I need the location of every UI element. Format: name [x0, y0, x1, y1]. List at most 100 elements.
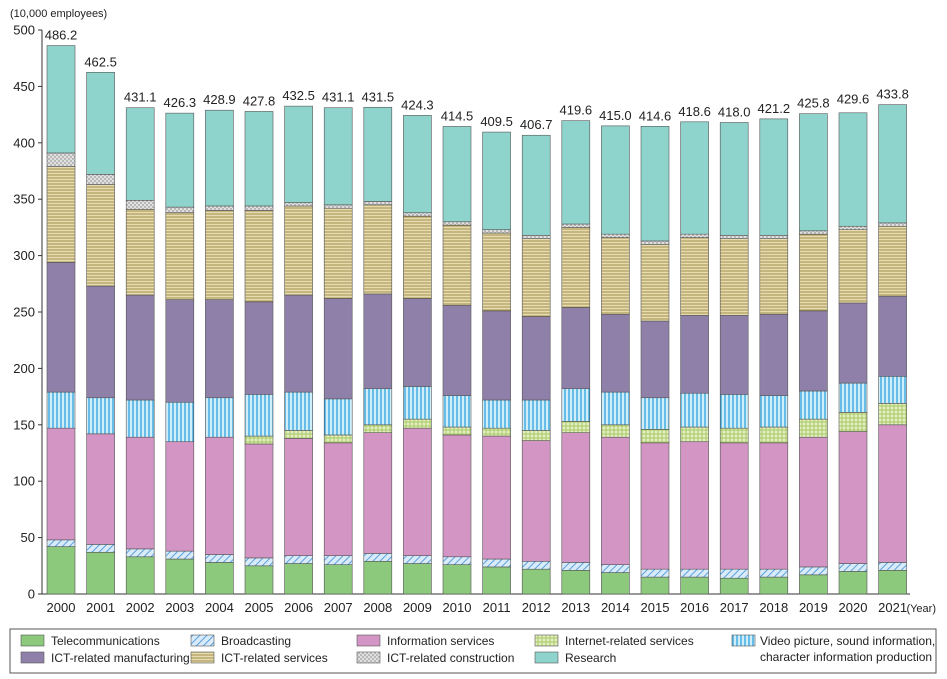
bar-segment-ict-related-services — [86, 184, 115, 287]
bar-segment-telecommunications — [640, 576, 670, 595]
x-tick-label: 2019 — [799, 600, 828, 615]
bar-segment-broadcasting — [284, 555, 313, 564]
bar-segment-internet-related-services — [680, 426, 709, 443]
bar-total-label: 433.8 — [876, 87, 909, 102]
bar-segment-ict-related-manufacturing — [838, 302, 868, 384]
bar-segment-information-services — [719, 442, 749, 570]
bar-segment-information-services — [205, 436, 234, 555]
bar-segment-ict-related-manufacturing — [799, 310, 828, 392]
bar-segment-video-picture-sound-information-character-information-production — [878, 375, 907, 404]
bar-segment-ict-related-manufacturing — [878, 295, 907, 377]
bar-segment-research — [680, 121, 709, 235]
bar-segment-ict-related-manufacturing — [205, 299, 234, 399]
axes: (10,000 employees) 0 50 100 150 200 250 300 350 4… — [10, 8, 936, 615]
bar-segment-broadcasting — [244, 557, 274, 567]
bar-segment-ict-related-manufacturing — [244, 301, 274, 395]
bar-segment-telecommunications — [759, 576, 789, 595]
bar-total-label: 419.6 — [560, 103, 593, 118]
bar-segment-broadcasting — [521, 560, 551, 570]
bar-segment-ict-related-construction — [165, 206, 195, 214]
bar-segment-information-services — [442, 434, 472, 558]
bar-segment-telecommunications — [284, 563, 313, 595]
bar-total-label: 418.6 — [678, 104, 711, 119]
bar-segment-telecommunications — [482, 566, 511, 595]
bar-segment-internet-related-services — [442, 426, 472, 436]
x-tick-label: 2015 — [641, 600, 670, 615]
bar-total-label: 406.7 — [520, 117, 553, 132]
bar-segment-ict-related-manufacturing — [561, 307, 591, 390]
bar-segment-internet-related-services — [640, 429, 670, 444]
bar-segment-video-picture-sound-information-character-information-production — [521, 399, 551, 431]
bar-segment-research — [759, 118, 789, 236]
bar-segment-information-services — [125, 436, 155, 550]
bar-segment-internet-related-services — [363, 424, 393, 433]
bar-segment-internet-related-services — [799, 418, 828, 438]
bar-segment-ict-related-services — [442, 224, 472, 306]
legend-swatch-telecommunications — [20, 634, 45, 647]
bar-segment-ict-related-services — [165, 212, 195, 300]
bar-segment-ict-related-services — [363, 204, 393, 295]
bar-segment-video-picture-sound-information-character-information-production — [284, 391, 313, 431]
bar-segment-broadcasting — [640, 568, 670, 578]
y-axis-unit-label: (10,000 employees) — [10, 8, 107, 20]
bar-segment-ict-related-construction — [86, 174, 115, 185]
bar-segment-ict-related-construction — [323, 204, 353, 209]
legend-label-research: Research — [565, 651, 616, 665]
bar-segment-broadcasting — [878, 562, 907, 571]
x-tick-label: 2017 — [720, 600, 749, 615]
bar-segment-ict-related-services — [640, 244, 670, 322]
x-tick-label: 2006 — [284, 600, 313, 615]
bar-segment-ict-related-construction — [878, 222, 907, 227]
bar-segment-ict-related-services — [205, 210, 234, 300]
bar-segment-internet-related-services — [838, 412, 868, 432]
bar-segment-ict-related-construction — [719, 234, 749, 239]
y-tick-label: 250 — [13, 305, 35, 320]
bar-segment-ict-related-services — [403, 215, 432, 299]
bar-segment-telecommunications — [680, 576, 709, 595]
bar-segment-information-services — [165, 441, 195, 552]
bar-segment-ict-related-manufacturing — [165, 299, 195, 403]
bar-segment-broadcasting — [719, 568, 749, 579]
bar-segment-video-picture-sound-information-character-information-production — [561, 388, 591, 422]
bar-segment-information-services — [838, 431, 868, 564]
bar-segment-research — [403, 115, 432, 214]
bar-segment-broadcasting — [86, 544, 115, 553]
bar-segment-ict-related-construction — [838, 225, 868, 230]
bar-segment-research — [244, 111, 274, 207]
bar-segment-internet-related-services — [403, 418, 432, 429]
bar-segment-ict-related-construction — [244, 205, 274, 211]
bar-segment-telecommunications — [442, 564, 472, 595]
x-tick-label: 2007 — [324, 600, 353, 615]
bar-segment-research — [323, 107, 353, 206]
legend-label-broadcasting: Broadcasting — [221, 634, 291, 648]
legend-label-ict-related-services: ICT-related services — [221, 651, 328, 665]
x-axis-unit-label: (Year) — [906, 603, 936, 615]
bar-segment-information-services — [403, 427, 432, 556]
bar-segment-research — [165, 112, 195, 208]
bar-segment-ict-related-services — [244, 210, 274, 303]
bar-segment-video-picture-sound-information-character-information-production — [46, 391, 76, 429]
bar-total-label: 431.1 — [124, 90, 157, 105]
bar-total-label: 431.1 — [322, 90, 355, 105]
bar-segment-ict-related-manufacturing — [284, 294, 313, 393]
bar-segment-ict-related-services — [125, 209, 155, 296]
legend-swatch-information-services — [356, 634, 381, 647]
bar-segment-ict-related-manufacturing — [86, 285, 115, 399]
legend-box — [9, 628, 937, 674]
y-tick-label: 150 — [13, 417, 35, 432]
y-tick-label: 350 — [13, 192, 35, 207]
bar-segment-telecommunications — [125, 556, 155, 595]
bar-segment-broadcasting — [759, 568, 789, 578]
y-tick-label: 400 — [13, 135, 35, 150]
bar-segment-research — [284, 105, 313, 203]
bar-segment-broadcasting — [838, 563, 868, 572]
bar-segment-video-picture-sound-information-character-information-production — [640, 397, 670, 430]
bar-segment-broadcasting — [601, 564, 630, 573]
bar-segment-video-picture-sound-information-character-information-production — [244, 394, 274, 437]
x-tick-label: 2010 — [443, 600, 472, 615]
bar-total-label: 462.5 — [84, 54, 117, 69]
bar-segment-ict-related-construction — [561, 223, 591, 228]
bar-totals: 486.2 462.5 431.1 426.3 428.9 427.8 432.5 431.1… — [45, 28, 909, 133]
legend-label-ict-related-manufacturing: ICT-related manufacturing — [51, 651, 190, 665]
